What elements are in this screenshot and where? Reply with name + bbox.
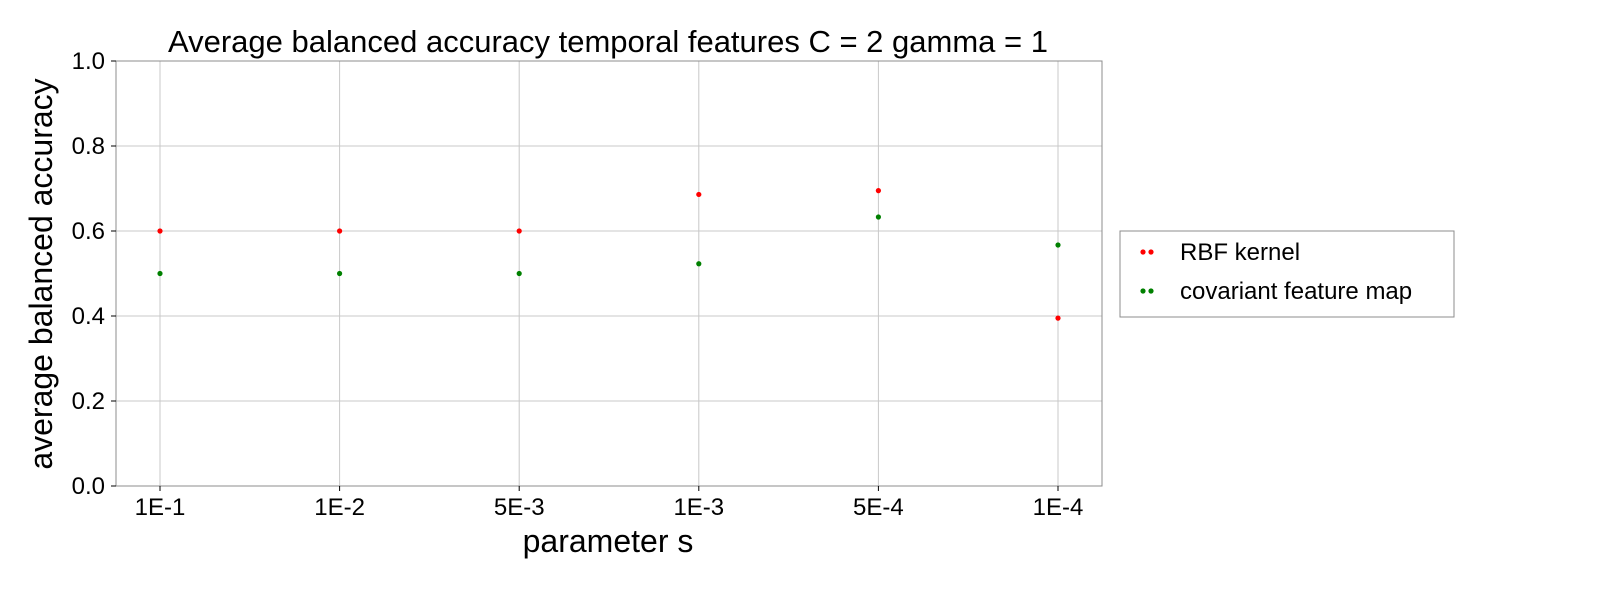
data-point-rbf-kernel	[875, 188, 882, 194]
legend-marker-covariant-feature-map	[1148, 288, 1154, 294]
y-tick-label: 1.0	[72, 48, 105, 75]
legend-label-covariant-feature-map: covariant feature map	[1180, 278, 1412, 305]
x-tick-label: 5E-4	[853, 494, 904, 521]
data-point-rbf-kernel	[157, 228, 163, 234]
legend-item-covariant-feature-map: covariant feature map	[1140, 278, 1412, 305]
x-tick-label: 1E-4	[1033, 494, 1084, 521]
data-point-covariant-feature-map	[696, 261, 702, 267]
y-tick-label: 0.8	[72, 133, 105, 160]
data-point-covariant-feature-map	[157, 270, 163, 277]
x-tick-label: 5E-3	[494, 494, 545, 521]
legend: RBF kernel covariant feature map	[1119, 230, 1455, 318]
legend-marker-rbf-kernel	[1140, 249, 1146, 255]
data-point-covariant-feature-map	[516, 270, 522, 277]
y-tick-label: 0.0	[72, 473, 105, 500]
x-tick-label: 1E-2	[314, 494, 365, 521]
y-axis: 0.0 0.2 0.4 0.6 0.8 1.0	[72, 48, 116, 500]
data-points	[157, 188, 1061, 321]
y-axis-title: average balanced accuracy	[23, 78, 59, 469]
data-point-rbf-kernel	[337, 228, 343, 234]
legend-box	[1119, 230, 1455, 318]
legend-label-rbf-kernel: RBF kernel	[1180, 239, 1300, 266]
y-tick-label: 0.4	[72, 303, 105, 330]
x-axis: 1E-1 1E-2 5E-3 1E-3 5E-4 1E-4	[135, 486, 1084, 521]
x-tick-label: 1E-3	[673, 494, 724, 521]
legend-marker-rbf-kernel	[1148, 249, 1154, 255]
data-point-rbf-kernel	[516, 228, 522, 234]
chart-title: Average balanced accuracy temporal featu…	[168, 24, 1048, 59]
legend-item-rbf-kernel: RBF kernel	[1140, 239, 1300, 266]
y-tick-label: 0.2	[72, 388, 105, 415]
data-point-covariant-feature-map	[875, 214, 882, 220]
data-point-rbf-kernel	[696, 191, 702, 198]
data-point-covariant-feature-map	[1055, 242, 1061, 248]
plot-frame	[115, 60, 1103, 487]
y-tick-label: 0.6	[72, 218, 105, 245]
data-point-covariant-feature-map	[337, 270, 343, 277]
x-tick-label: 1E-1	[135, 494, 186, 521]
x-axis-title: parameter s	[523, 523, 694, 559]
legend-marker-covariant-feature-map	[1140, 288, 1146, 294]
grid	[116, 60, 1102, 487]
data-point-rbf-kernel	[1055, 315, 1061, 321]
